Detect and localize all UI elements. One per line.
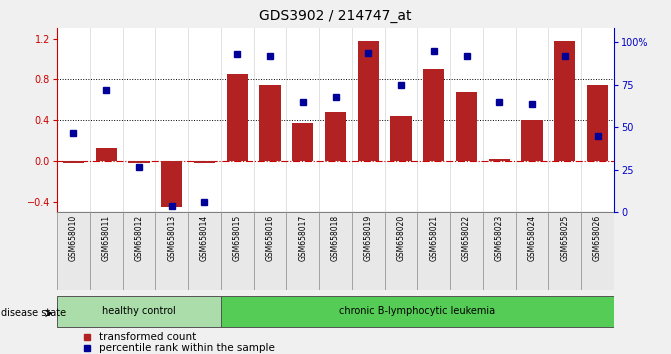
Text: transformed count: transformed count bbox=[99, 332, 197, 342]
FancyBboxPatch shape bbox=[417, 212, 450, 290]
Bar bbox=[194, 161, 215, 163]
Text: GSM658018: GSM658018 bbox=[331, 215, 340, 261]
Bar bbox=[95, 148, 117, 161]
FancyBboxPatch shape bbox=[123, 212, 155, 290]
Bar bbox=[63, 161, 84, 163]
Bar bbox=[488, 159, 510, 161]
Bar bbox=[521, 120, 543, 161]
FancyBboxPatch shape bbox=[384, 212, 417, 290]
Text: percentile rank within the sample: percentile rank within the sample bbox=[99, 343, 275, 353]
Bar bbox=[358, 41, 379, 161]
Text: GSM658020: GSM658020 bbox=[397, 215, 405, 261]
Text: GSM658026: GSM658026 bbox=[593, 215, 602, 261]
Bar bbox=[161, 161, 183, 207]
Text: GSM658013: GSM658013 bbox=[167, 215, 176, 261]
Text: GSM658014: GSM658014 bbox=[200, 215, 209, 261]
Bar bbox=[227, 74, 248, 161]
FancyBboxPatch shape bbox=[483, 212, 516, 290]
Text: GSM658021: GSM658021 bbox=[429, 215, 438, 261]
FancyBboxPatch shape bbox=[352, 212, 384, 290]
FancyBboxPatch shape bbox=[287, 212, 319, 290]
FancyBboxPatch shape bbox=[516, 212, 548, 290]
FancyBboxPatch shape bbox=[548, 212, 581, 290]
Text: GSM658012: GSM658012 bbox=[134, 215, 144, 261]
Bar bbox=[423, 69, 444, 161]
FancyBboxPatch shape bbox=[221, 212, 254, 290]
FancyBboxPatch shape bbox=[221, 296, 614, 327]
FancyBboxPatch shape bbox=[254, 212, 287, 290]
Bar bbox=[456, 92, 477, 161]
FancyBboxPatch shape bbox=[90, 212, 123, 290]
Bar bbox=[292, 124, 313, 161]
FancyBboxPatch shape bbox=[581, 212, 614, 290]
Text: chronic B-lymphocytic leukemia: chronic B-lymphocytic leukemia bbox=[340, 306, 495, 316]
FancyBboxPatch shape bbox=[155, 212, 188, 290]
FancyBboxPatch shape bbox=[188, 212, 221, 290]
Bar bbox=[325, 112, 346, 161]
Text: GSM658023: GSM658023 bbox=[495, 215, 504, 261]
Text: GSM658011: GSM658011 bbox=[102, 215, 111, 261]
Text: GSM658016: GSM658016 bbox=[266, 215, 274, 261]
FancyBboxPatch shape bbox=[319, 212, 352, 290]
Bar bbox=[391, 116, 412, 161]
Text: GSM658019: GSM658019 bbox=[364, 215, 373, 261]
Bar bbox=[554, 41, 576, 161]
Bar bbox=[587, 85, 608, 161]
FancyBboxPatch shape bbox=[450, 212, 483, 290]
Bar bbox=[259, 85, 280, 161]
Text: GSM658022: GSM658022 bbox=[462, 215, 471, 261]
FancyBboxPatch shape bbox=[57, 212, 90, 290]
Text: healthy control: healthy control bbox=[102, 306, 176, 316]
Text: GSM658024: GSM658024 bbox=[527, 215, 537, 261]
FancyBboxPatch shape bbox=[57, 296, 221, 327]
Text: GSM658025: GSM658025 bbox=[560, 215, 569, 261]
Text: GDS3902 / 214747_at: GDS3902 / 214747_at bbox=[259, 9, 412, 23]
Text: disease state: disease state bbox=[1, 308, 66, 318]
Text: GSM658015: GSM658015 bbox=[233, 215, 242, 261]
Text: GSM658017: GSM658017 bbox=[298, 215, 307, 261]
Bar bbox=[128, 161, 150, 163]
Text: GSM658010: GSM658010 bbox=[69, 215, 78, 261]
